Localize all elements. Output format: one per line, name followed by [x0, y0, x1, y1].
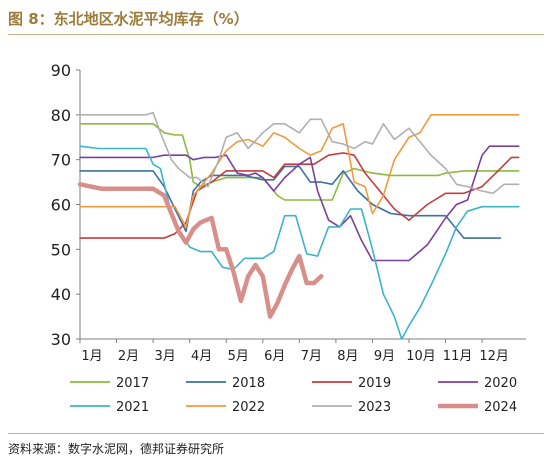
legend: 2017 2018 2019 2020 2021 2022 2023 2024 [70, 376, 517, 415]
x-tick-label: 8月 [337, 349, 358, 364]
y-tick-label: 60 [51, 196, 71, 215]
x-tick-label: 1月 [81, 349, 102, 364]
title-divider [8, 34, 544, 35]
axes: 30 40 50 60 70 80 90 1月 2月 3月 4月 5月 6月 7月 8月 9月 10月 11月 12… [51, 61, 526, 364]
page-title: 图 8：东北地区水泥平均库存（%） [8, 10, 249, 28]
x-tick-label: 3月 [154, 349, 175, 364]
series-line-2022 [79, 114, 520, 228]
source-note: 资料来源：数字水泥网，德邦证券研究所 [8, 442, 225, 456]
series-line-2024 [77, 182, 324, 319]
y-tick-label: 30 [51, 330, 71, 349]
source-divider [8, 433, 544, 434]
series-line-2017 [79, 123, 520, 201]
legend-label-2020: 2020 [484, 376, 517, 391]
series-lines [77, 111, 520, 340]
series-line-2023 [79, 111, 520, 195]
x-tick-label: 2月 [118, 349, 139, 364]
y-tick-label: 40 [51, 285, 71, 304]
series-line-2018 [79, 165, 502, 239]
y-tick-label: 80 [51, 106, 71, 125]
legend-label-2017: 2017 [116, 376, 149, 391]
x-tick-label: 6月 [264, 349, 285, 364]
x-tick-label: 12月 [479, 349, 509, 364]
x-tick-label: 4月 [191, 349, 212, 364]
y-tick-label: 70 [51, 151, 71, 170]
y-tick-label: 50 [51, 240, 71, 259]
line-chart: 30 40 50 60 70 80 90 1月 2月 3月 4月 5月 6月 7月 8月 9月 10月 11月 12… [51, 61, 526, 415]
series-line-2020 [79, 145, 520, 262]
series-line-2021 [79, 145, 520, 340]
x-tick-label: 7月 [301, 349, 322, 364]
x-tick-label: 10月 [406, 349, 436, 364]
legend-label-2019: 2019 [358, 376, 391, 391]
y-tick-label: 90 [51, 61, 71, 80]
x-tick-label: 11月 [443, 349, 473, 364]
legend-label-2024: 2024 [484, 400, 517, 415]
series-line-2019 [79, 152, 520, 239]
x-tick-label: 5月 [228, 349, 249, 364]
legend-label-2021: 2021 [116, 400, 149, 415]
legend-label-2023: 2023 [358, 400, 391, 415]
x-tick-label: 9月 [374, 349, 395, 364]
legend-label-2018: 2018 [232, 376, 265, 391]
legend-label-2022: 2022 [232, 400, 265, 415]
